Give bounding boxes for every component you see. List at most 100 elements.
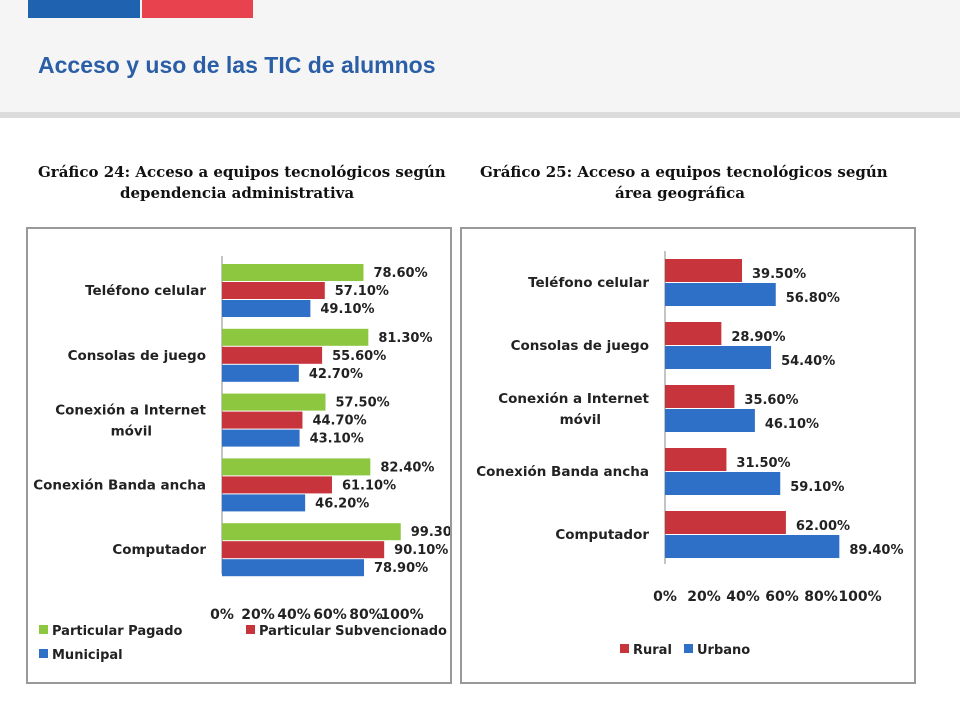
chart-25-bar-rural-telefono-celular [665, 259, 743, 282]
chart-24-legend-swatch-particular-subvencionado [246, 625, 255, 634]
chart-24-bar-particular-pagado-conexion-banda-ancha [222, 458, 371, 476]
chart-25-category-label-line: móvil [560, 412, 601, 428]
chart-25-bar-rural-conexion-a-internet-movil [665, 385, 735, 408]
chart-25-bar-rural-consolas-de-juego [665, 322, 722, 345]
chart-24-bar-particular-pagado-conexion-a-internet-movil [222, 393, 326, 411]
chart-24-plot: Teléfono celular 78.60% 57.10% 49.10% Consol… [33, 256, 465, 663]
chart-24-bar-municipal-telefono-celular [222, 300, 311, 317]
chart-24-bar-particular-subvencionado-computador [222, 541, 385, 559]
chart-24-x-tick-label: 60% [313, 607, 347, 623]
chart-24-data-label-municipal-conexion-banda-ancha: 46.20% [315, 496, 369, 511]
chart-25-legend-label-rural: Rural [633, 643, 672, 658]
chart-25-data-label-urbano-consolas-de-juego: 54.40% [781, 354, 835, 369]
chart-25-bar-rural-conexion-banda-ancha [665, 448, 727, 471]
chart-24-category-label-computador: Computador [112, 542, 206, 558]
chart-25-bar-urbano-telefono-celular [665, 283, 776, 306]
chart-24-legend-swatch-particular-pagado [39, 625, 48, 634]
chart-25-category-label-conexion-a-internet-movil: Conexión a Internet móvil [498, 391, 649, 428]
chart-24-frame: Teléfono celular 78.60% 57.10% 49.10% Consol… [26, 227, 465, 684]
chart-24-category-label-line: Conexión Banda ancha [33, 477, 206, 493]
chart-24-x-tick-label: 100% [380, 607, 423, 623]
chart-25-data-label-urbano-conexion-banda-ancha: 59.10% [790, 480, 844, 495]
chart-25-legend-swatch-rural [620, 644, 629, 653]
flag-stripe-red [142, 0, 253, 18]
chart-24-bar-particular-subvencionado-consolas-de-juego [222, 346, 323, 364]
chart-25-category-label-line: Computador [555, 527, 649, 543]
chart-24-data-label-particular-subvencionado-computador: 90.10% [394, 543, 448, 558]
chart-24-legend-label-municipal: Municipal [52, 648, 123, 663]
chart-25-category-label-line: Conexión a Internet [498, 391, 649, 407]
flag-stripe-blue [28, 0, 140, 18]
chart-25-data-label-urbano-conexion-a-internet-movil: 46.10% [765, 417, 819, 432]
chart-25-x-tick-label: 100% [838, 589, 881, 605]
chart-24-data-label-particular-subvencionado-consolas-de-juego: 55.60% [332, 349, 386, 364]
chart-25-legend-swatch-urbano [684, 644, 693, 653]
chart-24-category-label-line: Consolas de juego [68, 348, 206, 364]
chart-24-legend-label-particular-subvencionado: Particular Subvencionado [259, 624, 447, 639]
chart-25-category-label-computador: Computador [555, 527, 649, 543]
chart-24-data-label-particular-subvencionado-telefono-celular: 57.10% [335, 284, 389, 299]
header-bar: Acceso y uso de las TIC de alumnos [0, 0, 960, 118]
chart-24-bar-particular-pagado-telefono-celular [222, 264, 364, 281]
chart-25-title-line2: área geográfica [615, 184, 746, 202]
chart-24-bar-particular-subvencionado-conexion-banda-ancha [222, 476, 332, 494]
chart-24-bar-particular-subvencionado-telefono-celular [222, 282, 325, 299]
chart-24-x-tick-label: 40% [277, 607, 311, 623]
chart-25-bar-urbano-computador [665, 535, 840, 558]
chart-24-data-label-particular-pagado-telefono-celular: 78.60% [373, 266, 427, 281]
chart-24-title-line2: dependencia administrativa [120, 184, 355, 202]
chart-24-bar-municipal-conexion-a-internet-movil [222, 429, 300, 447]
chart-25-data-label-rural-consolas-de-juego: 28.90% [731, 330, 785, 345]
chart-24-category-label-line: Teléfono celular [85, 283, 206, 299]
chart-25-category-label-line: Teléfono celular [528, 275, 649, 291]
chart-25-category-label-consolas-de-juego: Consolas de juego [511, 338, 649, 354]
chart-24-bar-particular-pagado-consolas-de-juego [222, 328, 369, 346]
chart-24-category-label-line: Conexión a Internet [55, 403, 206, 419]
chart-25-bar-urbano-conexion-a-internet-movil [665, 409, 755, 432]
chart-24-data-label-municipal-computador: 78.90% [374, 561, 428, 576]
chart-25-plot: Teléfono celular 39.50% 56.80% Consolas de … [476, 251, 903, 658]
chart-24-data-label-particular-pagado-consolas-de-juego: 81.30% [378, 331, 432, 346]
chart-25-data-label-urbano-telefono-celular: 56.80% [786, 291, 840, 306]
chart-25-title: Gráfico 25: Acceso a equipos tecnológico… [480, 162, 900, 204]
chart-24-data-label-particular-pagado-conexion-a-internet-movil: 57.50% [336, 396, 390, 411]
chart-25-frame: Teléfono celular 39.50% 56.80% Consolas de … [460, 227, 916, 684]
chart-25-legend-label-urbano: Urbano [697, 643, 750, 658]
chart-25-x-tick-label: 80% [804, 589, 838, 605]
chart-24-x-tick-label: 80% [349, 607, 383, 623]
chart-24-data-label-particular-subvencionado-conexion-banda-ancha: 61.10% [342, 478, 396, 493]
chart-24-x-tick-label: 20% [241, 607, 275, 623]
chart-24-category-label-conexion-a-internet-movil: Conexión a Internet móvil [55, 403, 206, 440]
chart-25-data-label-rural-conexion-banda-ancha: 31.50% [736, 456, 790, 471]
chart-25-title-line1: Gráfico 25: Acceso a equipos tecnológico… [480, 163, 888, 181]
chart-24-data-label-municipal-telefono-celular: 49.10% [320, 302, 374, 317]
chart-24-data-label-particular-subvencionado-conexion-a-internet-movil: 44.70% [312, 414, 366, 429]
chart-24-category-label-line: móvil [111, 424, 152, 440]
chart-25-x-tick-label: 20% [687, 589, 721, 605]
chart-24-category-label-line: Computador [112, 542, 206, 558]
chart-25-data-label-urbano-computador: 89.40% [849, 543, 903, 558]
chart-24-data-label-particular-pagado-computador: 99.30% [411, 525, 450, 540]
chart-24-legend-swatch-municipal [39, 649, 48, 658]
chart-24-bar-municipal-conexion-banda-ancha [222, 494, 306, 512]
chart-24-bar-particular-subvencionado-conexion-a-internet-movil [222, 411, 303, 429]
chart-24-data-label-particular-pagado-conexion-banda-ancha: 82.40% [380, 460, 434, 475]
chart-25-bar-urbano-conexion-banda-ancha [665, 472, 781, 495]
chart-25-bar-rural-computador [665, 511, 786, 534]
chart-25-bar-urbano-consolas-de-juego [665, 346, 772, 369]
chart-24-data-label-municipal-conexion-a-internet-movil: 43.10% [310, 432, 364, 447]
chart-24-legend-label-particular-pagado: Particular Pagado [52, 624, 182, 639]
chart-24-data-label-municipal-consolas-de-juego: 42.70% [309, 367, 363, 382]
chart-24-bar-particular-pagado-computador [222, 523, 401, 541]
page-title: Acceso y uso de las TIC de alumnos [38, 52, 436, 78]
chart-25-data-label-rural-computador: 62.00% [796, 519, 850, 534]
chart-25-data-label-rural-telefono-celular: 39.50% [752, 267, 806, 282]
chart-25-category-label-line: Conexión Banda ancha [476, 464, 649, 480]
chart-24-bar-municipal-consolas-de-juego [222, 364, 299, 382]
chart-25-x-tick-label: 40% [726, 589, 760, 605]
chart-24-title: Gráfico 24: Acceso a equipos tecnológico… [38, 162, 458, 204]
chart-25-category-label-line: Consolas de juego [511, 338, 649, 354]
chart-24-category-label-telefono-celular: Teléfono celular [85, 283, 206, 299]
chart-25-x-tick-label: 0% [653, 589, 677, 605]
chart-25-category-label-telefono-celular: Teléfono celular [528, 275, 649, 291]
